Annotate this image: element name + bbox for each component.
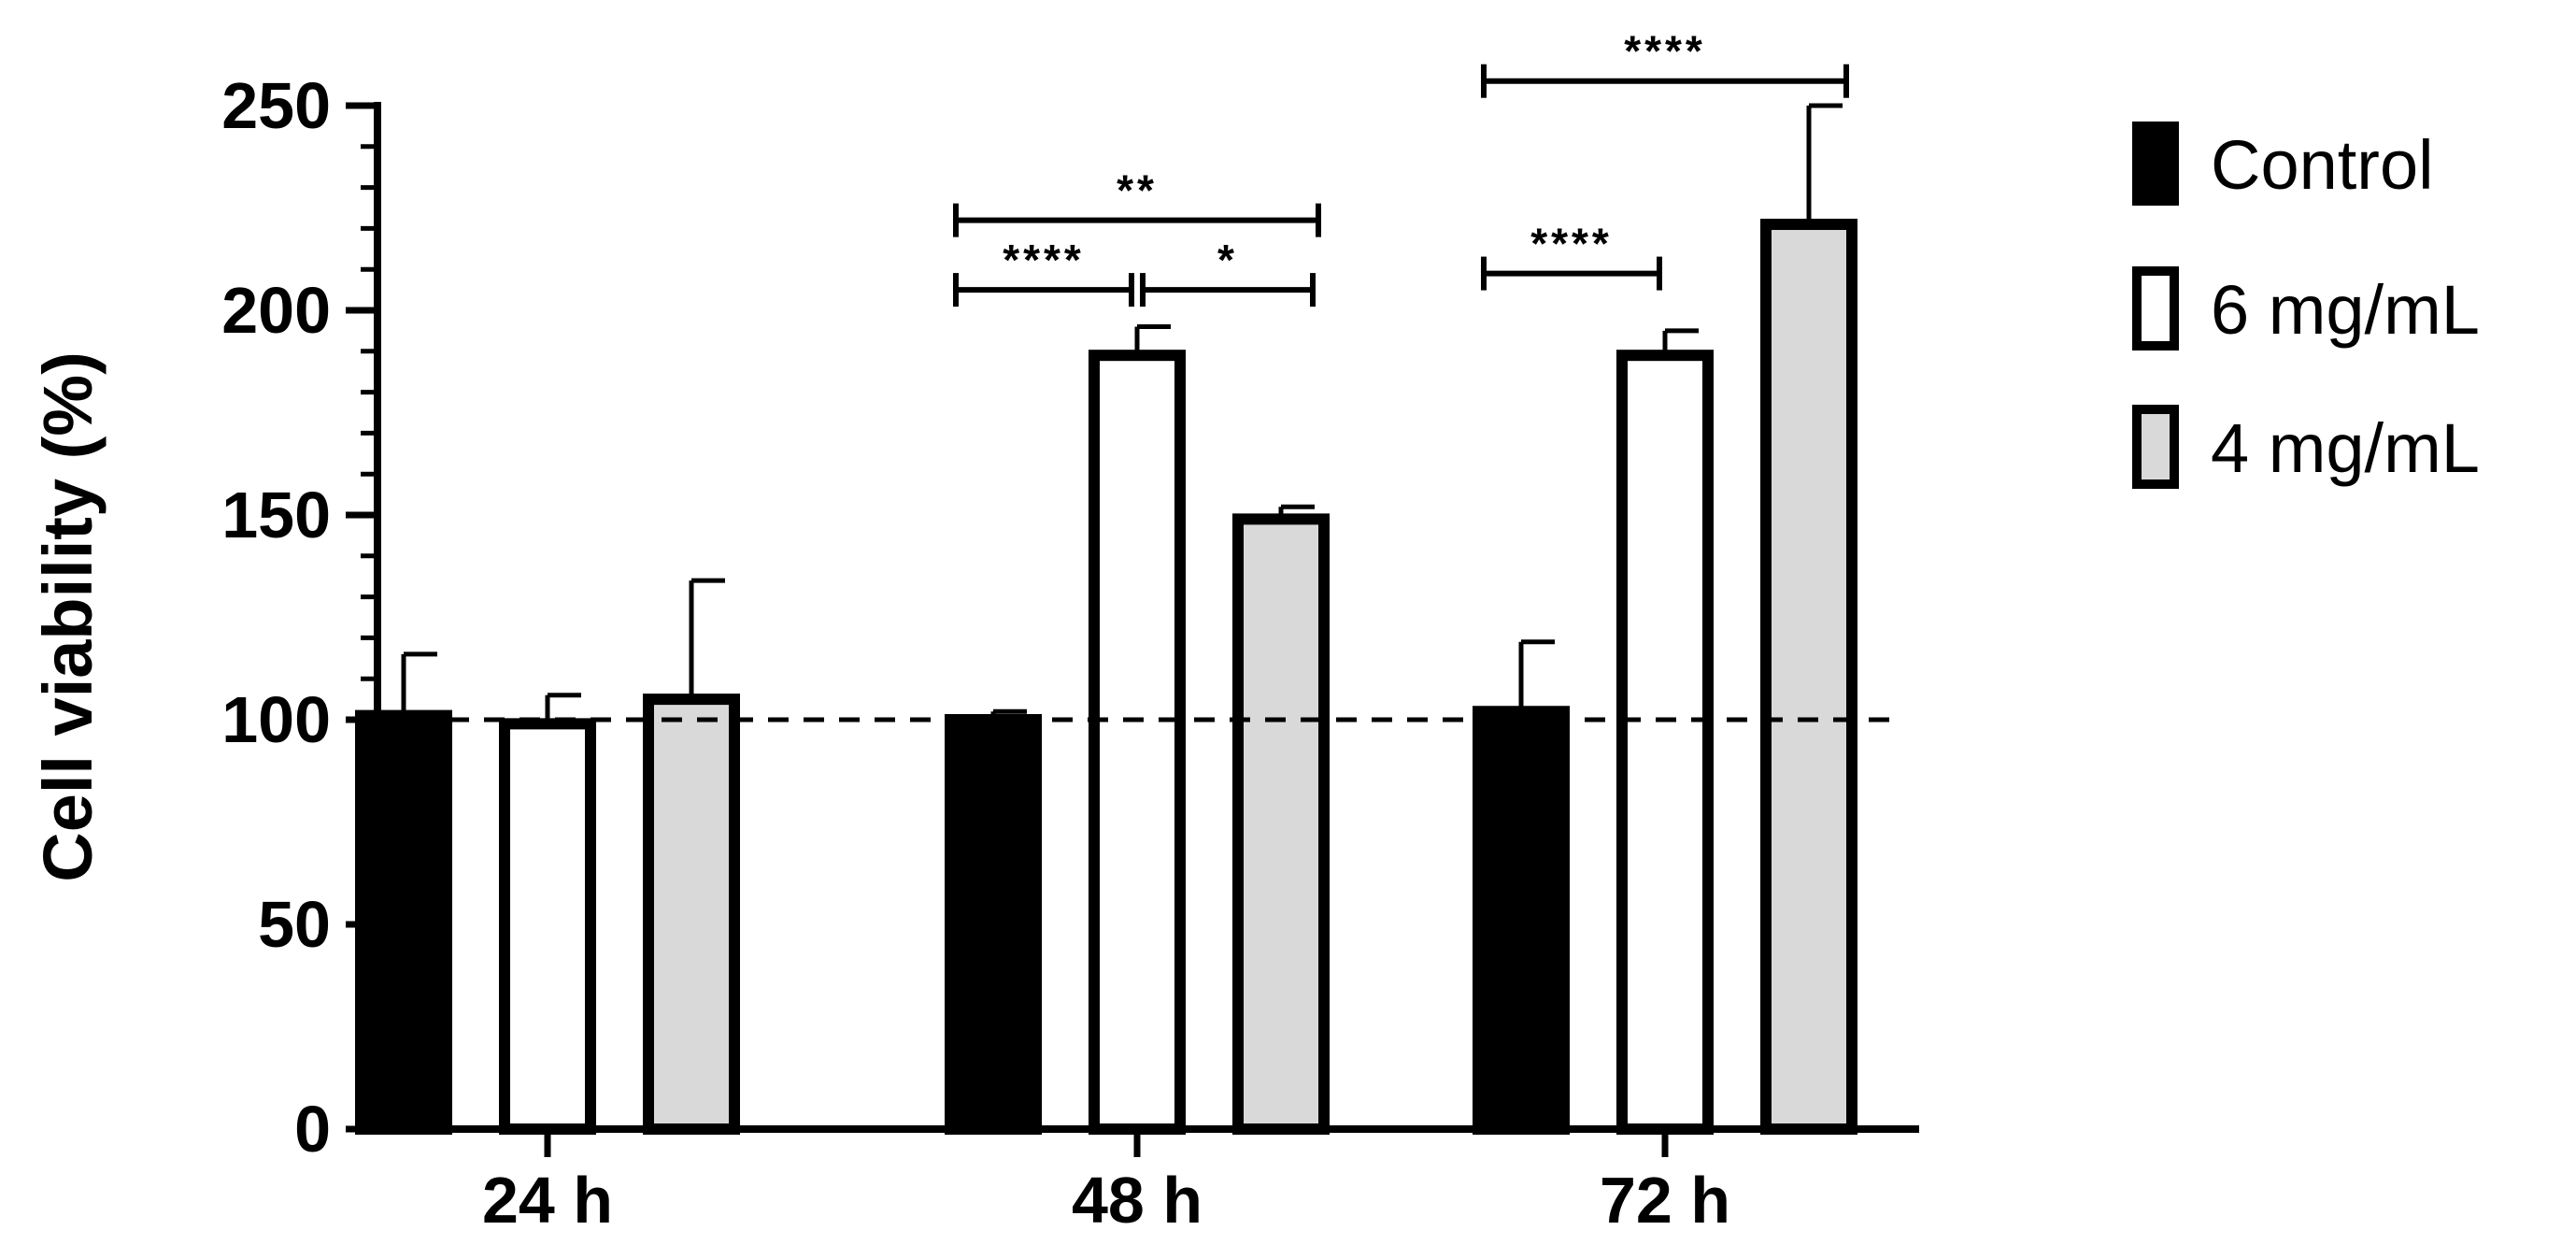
legend-label-0: Control: [2211, 126, 2434, 204]
bar-2-1: [1232, 513, 1330, 1135]
significance-label: **: [1117, 166, 1158, 215]
x-tick-label: 72 h: [1600, 1164, 1730, 1237]
bar-2-0: [643, 694, 740, 1135]
bar-0-1: [945, 714, 1042, 1135]
significance-label: ****: [1530, 220, 1613, 268]
y-tick-label: 0: [294, 1093, 331, 1166]
y-axis-label: Cell viability (%): [29, 351, 107, 881]
legend-label-2: 4 mg/mL: [2211, 409, 2480, 487]
bar-1-1: [1089, 350, 1186, 1135]
bar-1-0: [499, 718, 596, 1135]
significance-label: ****: [1003, 236, 1085, 284]
y-tick-label: 50: [258, 888, 331, 961]
legend-swatch-0: [2132, 122, 2179, 206]
x-tick-label: 48 h: [1072, 1164, 1203, 1237]
y-tick-label: 100: [221, 683, 331, 756]
legend-swatch-1: [2132, 266, 2179, 351]
x-tick-label: 24 h: [482, 1164, 613, 1237]
legend-swatch-2: [2132, 405, 2179, 489]
bar-2-2: [1760, 219, 1857, 1135]
y-tick-label: 150: [221, 479, 331, 551]
bar-1-2: [1616, 350, 1714, 1135]
significance-label: ****: [1624, 27, 1706, 76]
bar-0-2: [1473, 706, 1570, 1135]
y-tick-label: 250: [221, 69, 331, 142]
legend-label-1: 6 mg/mL: [2211, 271, 2480, 349]
significance-label: *: [1217, 236, 1238, 284]
y-tick-label: 200: [221, 274, 331, 347]
